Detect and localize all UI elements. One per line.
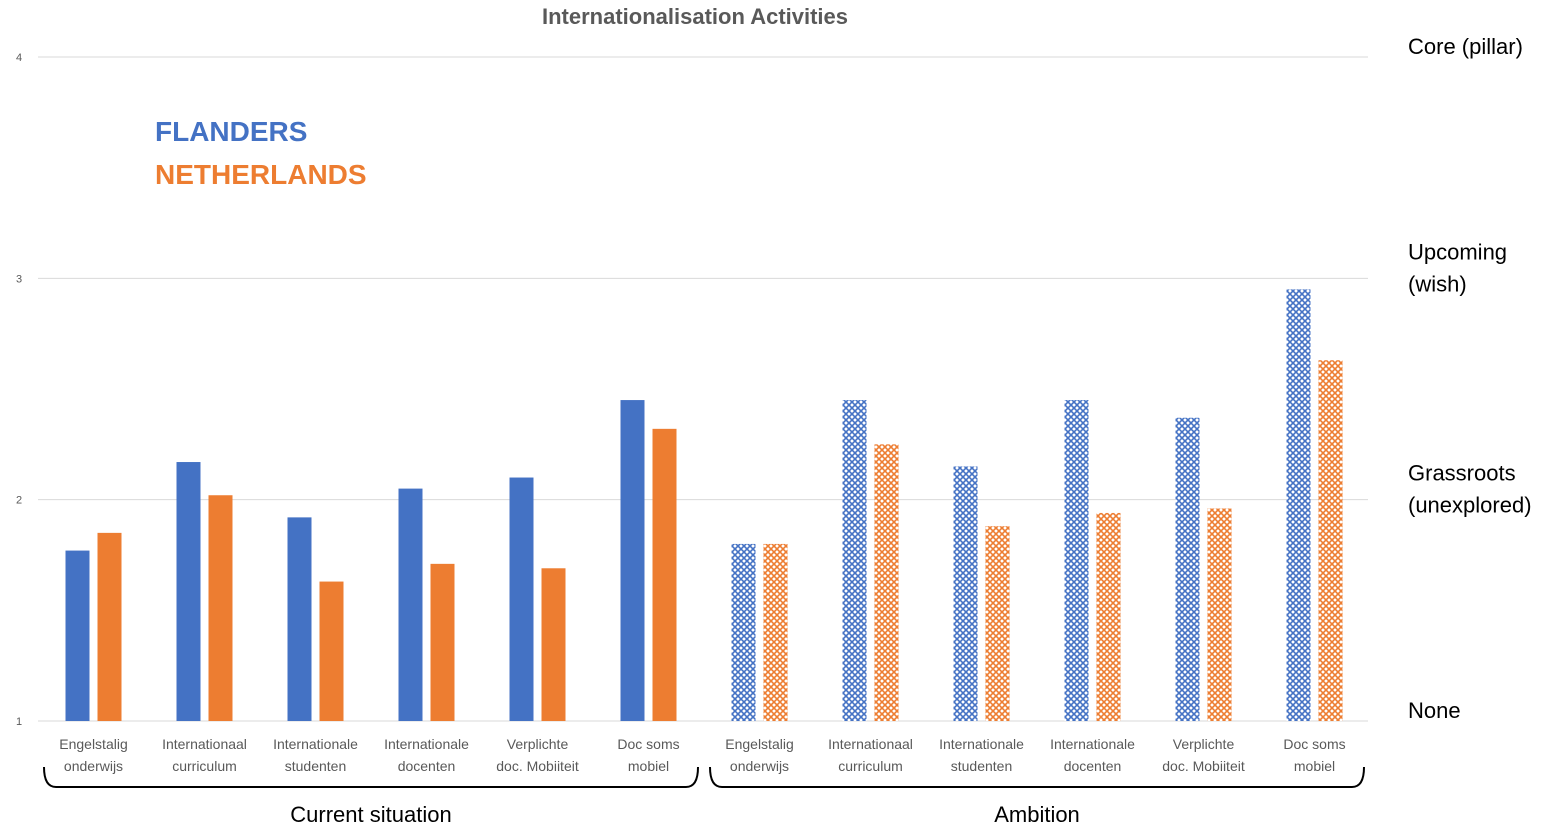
x-tick-label: doc. Mobiiteit [1162,758,1245,774]
bar-flanders-11 [1286,289,1311,721]
bar-netherlands-8 [985,526,1010,721]
x-tick-label: Internationale [273,736,358,752]
x-tick-label: mobiel [1294,758,1335,774]
x-tick-label: Internationaal [828,736,913,752]
gridlines [38,56,1368,722]
group-label: Current situation [290,802,451,827]
x-tick-label: Internationale [384,736,469,752]
bar-netherlands-10 [1207,508,1232,721]
bars [65,289,1343,721]
legend-flanders: FLANDERS [155,116,307,147]
y-tick-label: 1 [16,716,22,728]
bar-flanders-0 [65,550,90,721]
bar-flanders-5 [620,400,645,721]
bar-flanders-7 [842,400,867,721]
x-tick-label: Engelstalig [725,736,794,752]
bar-flanders-4 [509,477,534,721]
x-tick-label: Internationaal [162,736,247,752]
x-tick-label: studenten [951,758,1013,774]
x-tick-label: Doc soms [617,736,679,752]
bar-flanders-9 [1064,400,1089,721]
chart-title: Internationalisation Activities [542,4,848,29]
y-axis-ticks: 1 2 3 4 [16,52,22,728]
bar-flanders-3 [398,488,423,721]
bar-netherlands-4 [541,568,566,721]
level-label: Upcoming [1408,239,1507,264]
bar-netherlands-0 [97,532,122,721]
y-tick-label: 4 [16,52,22,64]
group-bracket [43,766,699,788]
level-label: (wish) [1408,271,1467,296]
bar-netherlands-5 [652,428,677,721]
legend-netherlands: NETHERLANDS [155,159,367,190]
bar-netherlands-11 [1318,360,1343,721]
x-tick-label: docenten [1064,758,1122,774]
level-label: Grassroots [1408,461,1516,486]
x-tick-label: Verplichte [507,736,569,752]
level-label: None [1408,698,1461,723]
bar-flanders-2 [287,517,312,721]
bar-netherlands-9 [1096,512,1121,721]
bar-netherlands-6 [763,543,788,721]
bar-flanders-8 [953,466,978,721]
x-axis-ticks: Engelstalig onderwijs Internationaal curric… [59,736,1345,774]
x-tick-label: Doc soms [1283,736,1345,752]
x-tick-label: mobiel [628,758,669,774]
x-tick-label: onderwijs [64,758,123,774]
group-bracket [709,766,1365,788]
x-tick-label: docenten [398,758,456,774]
level-label: (unexplored) [1408,493,1532,518]
y-tick-label: 3 [16,273,22,285]
x-tick-label: doc. Mobiiteit [496,758,579,774]
bar-flanders-1 [176,462,201,721]
y-tick-label: 2 [16,495,22,507]
x-tick-label: studenten [285,758,347,774]
x-tick-label: curriculum [838,758,903,774]
x-tick-label: onderwijs [730,758,789,774]
level-labels: Core (pillar) Upcoming (wish) Grassroots (un… [1408,34,1532,723]
x-tick-label: Engelstalig [59,736,128,752]
bar-flanders-6 [731,543,756,721]
group-brackets: Current situation Ambition [43,766,1365,827]
x-tick-label: Internationale [939,736,1024,752]
x-tick-label: Verplichte [1173,736,1235,752]
level-label: Core (pillar) [1408,34,1523,59]
group-label: Ambition [994,802,1080,827]
x-tick-label: Internationale [1050,736,1135,752]
bar-netherlands-2 [319,581,344,721]
bar-netherlands-1 [208,495,233,721]
x-tick-label: curriculum [172,758,237,774]
bar-netherlands-7 [874,444,899,721]
bar-flanders-10 [1175,417,1200,721]
legend: FLANDERS NETHERLANDS [155,116,367,190]
bar-netherlands-3 [430,563,455,721]
